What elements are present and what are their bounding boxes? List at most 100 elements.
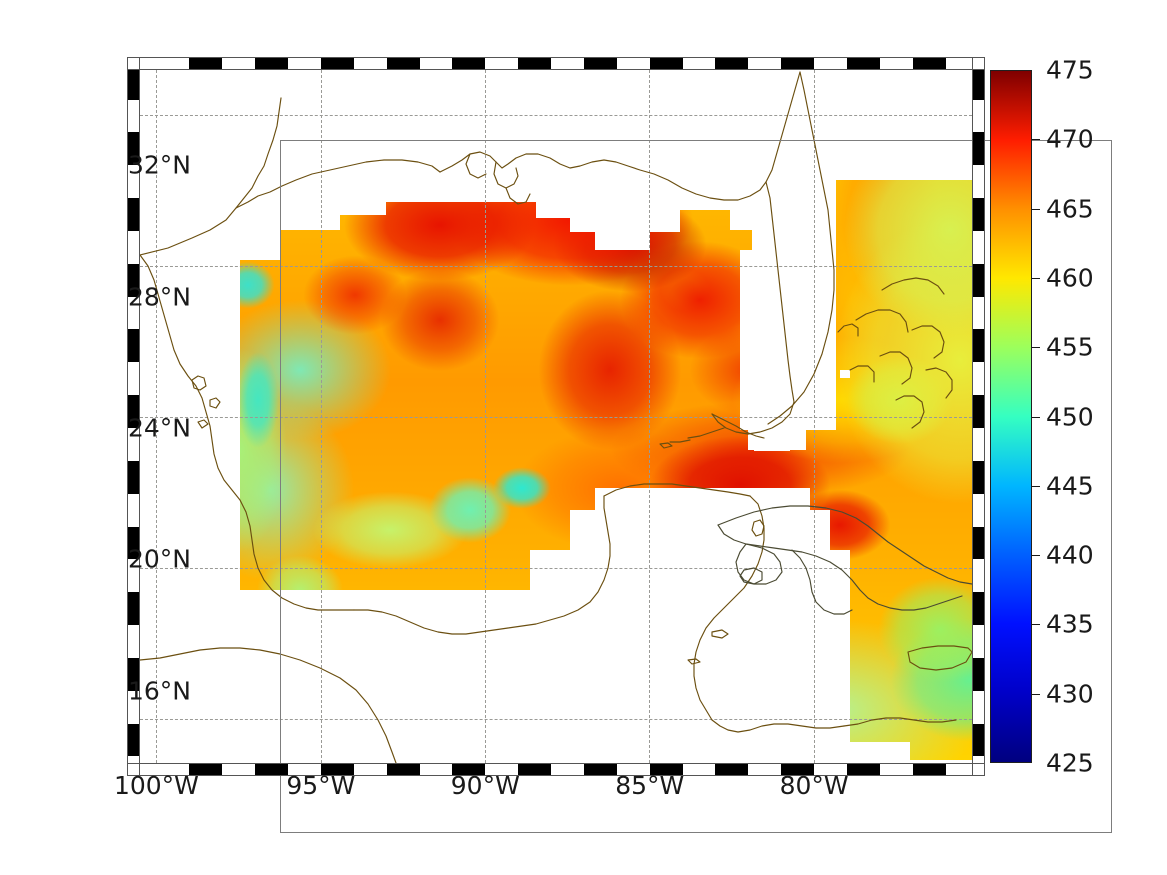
frame-top-block-23 (912, 57, 946, 70)
gridline-lat-20n (140, 568, 972, 569)
frame-bottom-block-8 (419, 763, 453, 776)
frame-left-block-2 (127, 657, 140, 691)
colorbar[interactable]: 425 430 435 440 445 450 455 460 465 470 475 (990, 56, 1094, 778)
frame-right-block-18 (972, 132, 985, 166)
frame-bottom-block-lead (140, 763, 157, 776)
colorbar-tick-label-10: 475 (1046, 55, 1094, 85)
frame-top-block-4 (287, 57, 321, 70)
frame-bottom-block-6 (353, 763, 387, 776)
frame-left-block-18 (127, 132, 140, 166)
frame-left-block-5 (127, 559, 140, 593)
frame-right-block-0 (972, 723, 985, 757)
gridline-lat-16n (140, 719, 972, 720)
frame-top-block-13 (583, 57, 617, 70)
frame-left-block-4 (127, 592, 140, 626)
frame-right-block-16 (972, 198, 985, 231)
frame-right-block-3 (972, 625, 985, 658)
land-mask-bahamas-bank (840, 370, 850, 378)
map-axes[interactable] (140, 70, 1112, 833)
frame-left-block-3 (127, 625, 140, 658)
nodata-south-1 (140, 710, 470, 763)
frame-bottom-block-20 (814, 763, 848, 776)
gridline-lat-32n (140, 115, 972, 116)
colorbar-tick-6 (1032, 347, 1040, 349)
frame-top-block-0 (156, 57, 190, 70)
gridline-lat-24n (140, 417, 972, 418)
frame-top-block-1 (189, 57, 223, 70)
map-data-area (140, 70, 972, 763)
frame-top-block-7 (386, 57, 420, 70)
frame-right-block-9 (972, 427, 985, 461)
nodata-south-5 (890, 760, 972, 763)
frame-right-block-7 (972, 493, 985, 527)
frame-top-block-22 (879, 57, 913, 70)
colorbar-tick-label-9: 470 (1046, 124, 1094, 154)
nodata-south-4 (750, 742, 910, 763)
frame-top-block-12 (551, 57, 584, 70)
frame-right-block-1 (972, 690, 985, 724)
colorbar-tick-8 (1032, 208, 1040, 210)
frame-left-block-14 (127, 263, 140, 297)
gridline-lon-80w (814, 70, 815, 763)
frame-right-block-4 (972, 592, 985, 626)
frame-top-block-21 (847, 57, 880, 70)
frame-top-block-3 (255, 57, 288, 70)
frame-bottom-block-0 (156, 763, 190, 776)
frame-right-block-17 (972, 165, 985, 199)
frame-left-block-15 (127, 230, 140, 264)
colorbar-tick-4 (1032, 485, 1040, 487)
land-mask-florida-tip (754, 425, 790, 451)
gridline-lat-28n (140, 266, 972, 267)
coastline-overlay (140, 71, 972, 763)
frame-bottom-block-9 (452, 763, 486, 776)
frame-top-block-9 (452, 57, 486, 70)
frame-right-block-14 (972, 263, 985, 297)
frame-top-block-lead (140, 57, 157, 70)
frame-top-block-18 (748, 57, 782, 70)
frame-top-block-2 (222, 57, 256, 70)
frame-bottom-block-12 (551, 763, 584, 776)
x-tick-label-2: 90°W (450, 771, 520, 800)
gridline-lon-85w (649, 70, 650, 763)
frame-top-block-17 (715, 57, 749, 70)
nodata-south-2 (440, 720, 640, 763)
gridline-lon-100w (156, 70, 157, 763)
frame-right-block-20 (972, 70, 985, 100)
colorbar-tick-5 (1032, 416, 1040, 418)
frame-top-block-6 (353, 57, 387, 70)
colorbar-gradient (990, 70, 1032, 763)
frame-bottom-block-24 (945, 763, 972, 776)
frame-left-block-17 (127, 165, 140, 199)
colorbar-tick-label-2: 435 (1046, 609, 1094, 639)
frame-bottom-block-5 (320, 763, 354, 776)
frame-right-block-19 (972, 99, 985, 133)
frame-bottom-block-16 (682, 763, 716, 776)
frame-outline-top (127, 57, 985, 70)
colorbar-tick-label-1: 430 (1046, 679, 1094, 709)
frame-right-block-13 (972, 296, 985, 330)
frame-left-block-0 (127, 723, 140, 757)
frame-top-block-16 (682, 57, 716, 70)
frame-bottom-block-10 (485, 763, 519, 776)
frame-bottom-block-19 (781, 763, 815, 776)
frame-bottom-block-23 (912, 763, 946, 776)
land-mask-florida-north (780, 100, 900, 160)
x-tick-label-3: 85°W (615, 771, 685, 800)
frame-outline-right (972, 57, 985, 776)
frame-bottom-block-1 (189, 763, 223, 776)
frame-right-block-15 (972, 230, 985, 264)
frame-bottom-block-11 (518, 763, 552, 776)
frame-top-block-14 (616, 57, 650, 70)
frame-top-block-11 (518, 57, 552, 70)
frame-right-block-10 (972, 395, 985, 428)
frame-bottom-block-15 (649, 763, 683, 776)
frame-bottom-block-21 (847, 763, 880, 776)
frame-left-block-10 (127, 395, 140, 428)
frame-right-block-6 (972, 526, 985, 560)
frame-bottom-block-2 (222, 763, 256, 776)
frame-bottom-block-4 (287, 763, 321, 776)
frame-right-block-12 (972, 329, 985, 363)
coast-step-2 (326, 170, 386, 215)
x-tick-label-1: 95°W (286, 771, 356, 800)
